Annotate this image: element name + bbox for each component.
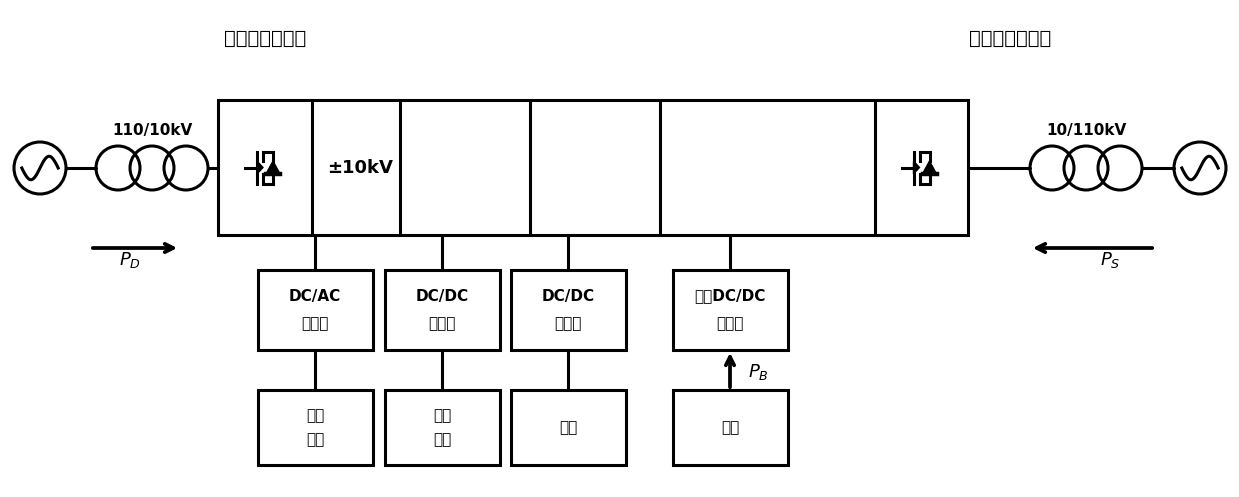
- Text: 10/110kV: 10/110kV: [1046, 122, 1126, 138]
- Polygon shape: [266, 161, 280, 174]
- Text: 直流: 直流: [432, 408, 451, 423]
- Bar: [673, 270, 788, 350]
- Text: $P_D$: $P_D$: [119, 250, 141, 270]
- Polygon shape: [923, 161, 937, 174]
- Text: DC/AC: DC/AC: [289, 288, 341, 304]
- Text: 光伏: 光伏: [559, 420, 577, 435]
- Text: 变换器: 变换器: [429, 317, 456, 331]
- Bar: [384, 390, 499, 465]
- Text: 定直流电压控制: 定直流电压控制: [224, 28, 306, 48]
- Text: 双向DC/DC: 双向DC/DC: [694, 288, 766, 304]
- Bar: [258, 270, 373, 350]
- Text: 定有功功率控制: 定有功功率控制: [969, 28, 1051, 48]
- Text: DC/DC: DC/DC: [415, 288, 468, 304]
- Text: 负荷: 负荷: [306, 432, 325, 447]
- Text: 变换器: 变换器: [554, 317, 581, 331]
- Text: 换流器: 换流器: [301, 317, 328, 331]
- Bar: [510, 270, 626, 350]
- Text: 交流: 交流: [306, 408, 325, 423]
- Bar: [384, 270, 499, 350]
- Bar: [875, 100, 968, 235]
- Text: $P_S$: $P_S$: [1100, 250, 1120, 270]
- Text: ±10kV: ±10kV: [327, 159, 393, 177]
- Bar: [510, 390, 626, 465]
- Polygon shape: [256, 161, 263, 174]
- Polygon shape: [913, 161, 919, 174]
- Text: 110/10kV: 110/10kV: [112, 122, 192, 138]
- Text: 变换器: 变换器: [716, 317, 743, 331]
- Text: DC/DC: DC/DC: [541, 288, 595, 304]
- Text: $P_B$: $P_B$: [748, 362, 768, 382]
- Bar: [673, 390, 788, 465]
- Text: 储能: 储能: [721, 420, 740, 435]
- Bar: [258, 390, 373, 465]
- Bar: [218, 100, 312, 235]
- Text: 负荷: 负荷: [432, 432, 451, 447]
